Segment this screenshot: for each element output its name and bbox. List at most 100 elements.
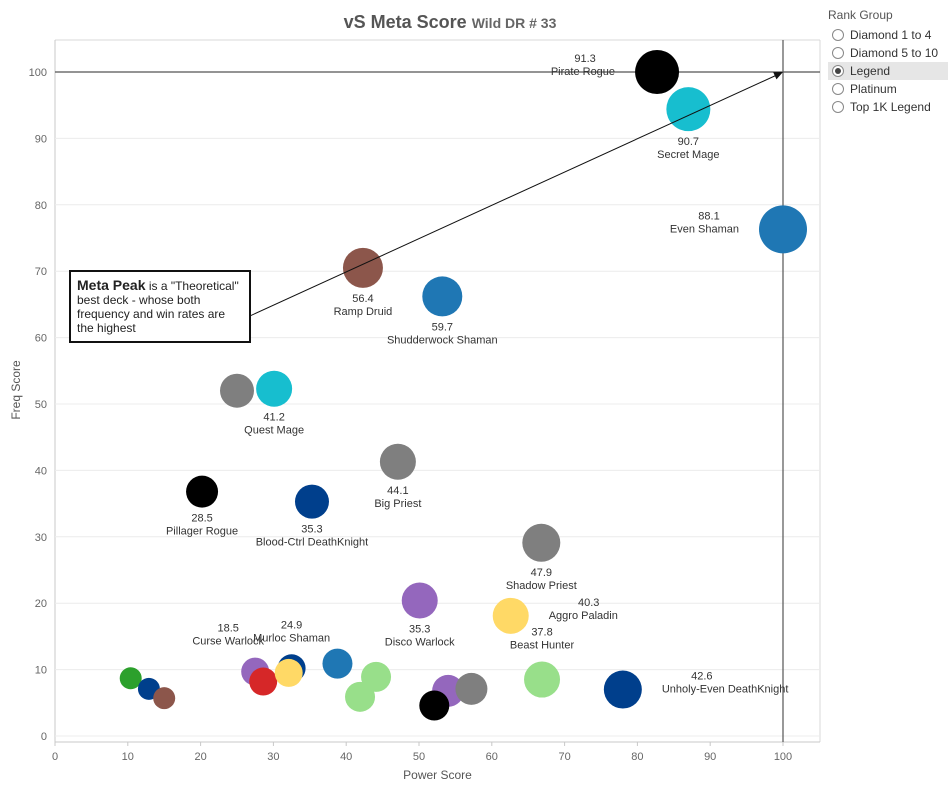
data-point[interactable] (419, 690, 450, 721)
y-axis-title: Freq Score (9, 360, 23, 420)
meta-peak-arrowhead (773, 72, 783, 80)
data-point[interactable] (401, 582, 438, 619)
point-name-label: Quest Mage (244, 425, 304, 437)
legend-title: Rank Group (828, 8, 893, 22)
data-point[interactable] (603, 670, 642, 709)
point-score-label: 88.1 (698, 210, 719, 222)
rank-option-diamond-1-4[interactable]: Diamond 1 to 4 (828, 26, 948, 44)
x-tick-label: 70 (558, 751, 570, 763)
x-tick-label: 30 (267, 751, 279, 763)
chart-title: vS Meta Score Wild DR # 33 (240, 12, 660, 33)
rank-option-top-1k-legend[interactable]: Top 1K Legend (828, 98, 948, 116)
point-score-label: 59.7 (432, 321, 453, 333)
point-score-label: 42.6 (691, 671, 712, 683)
data-point[interactable] (422, 276, 463, 317)
point-score-label: 35.3 (409, 624, 430, 636)
y-tick-label: 10 (35, 665, 47, 677)
data-point[interactable] (759, 205, 807, 254)
point-name-label: Even Shaman (670, 223, 739, 235)
chart-title-main: vS Meta Score (343, 12, 467, 32)
rank-option-platinum[interactable]: Platinum (828, 80, 948, 98)
point-name-label: Big Priest (374, 498, 421, 510)
point-score-label: 28.5 (191, 513, 212, 525)
data-point[interactable] (294, 484, 329, 519)
data-point[interactable] (153, 687, 176, 710)
point-score-label: 40.3 (578, 597, 599, 609)
point-name-label: Shadow Priest (506, 580, 577, 592)
y-tick-label: 0 (41, 731, 47, 743)
data-point[interactable] (666, 87, 711, 132)
point-name-label: Pirate Rogue (551, 66, 615, 78)
y-tick-label: 60 (35, 333, 47, 345)
x-axis-title: Power Score (403, 768, 472, 782)
radio-icon[interactable] (832, 65, 844, 77)
annotation-text: is a "Theoretical" best deck - whose bot… (77, 279, 239, 335)
radio-icon[interactable] (832, 101, 844, 113)
data-point[interactable] (342, 247, 383, 288)
x-tick-label: 20 (194, 751, 206, 763)
y-tick-label: 80 (35, 200, 47, 212)
point-score-label: 35.3 (301, 524, 322, 536)
y-tick-label: 20 (35, 598, 47, 610)
y-tick-label: 50 (35, 399, 47, 411)
data-point[interactable] (256, 370, 293, 407)
point-score-label: 37.8 (531, 627, 552, 639)
rank-option-label: Legend (850, 64, 891, 78)
point-name-label: Curse Warlock (192, 636, 264, 648)
point-name-label: Blood-Ctrl DeathKnight (256, 537, 369, 549)
rank-option-legend[interactable]: Legend (828, 62, 948, 80)
x-tick-label: 50 (413, 751, 425, 763)
x-tick-label: 10 (122, 751, 134, 763)
rank-option-diamond-5-10[interactable]: Diamond 5 to 10 (828, 44, 948, 62)
y-tick-label: 30 (35, 532, 47, 544)
data-point[interactable] (492, 597, 529, 634)
meta-peak-annotation: Meta Peak is a "Theoretical" best deck -… (69, 270, 251, 343)
data-point[interactable] (322, 648, 353, 679)
meta-peak-arrow (247, 73, 780, 318)
data-point[interactable] (220, 373, 254, 408)
x-tick-label: 60 (486, 751, 498, 763)
data-point[interactable] (524, 661, 561, 698)
radio-icon[interactable] (832, 29, 844, 41)
rank-option-label: Top 1K Legend (850, 100, 931, 114)
radio-icon[interactable] (832, 47, 844, 59)
point-name-label: Secret Mage (657, 149, 719, 161)
x-tick-label: 80 (631, 751, 643, 763)
annotation-bold: Meta Peak (77, 277, 146, 293)
point-name-label: Shudderwock Shaman (387, 334, 498, 346)
point-name-label: Pillager Rogue (166, 526, 238, 538)
point-name-label: Beast Hunter (510, 640, 575, 652)
data-point[interactable] (379, 443, 416, 480)
rank-option-label: Platinum (850, 82, 897, 96)
data-point[interactable] (455, 672, 488, 705)
point-score-label: 56.4 (352, 293, 373, 305)
point-name-label: Unholy-Even DeathKnight (662, 684, 789, 696)
point-score-label: 44.1 (387, 485, 408, 497)
point-name-label: Ramp Druid (334, 306, 393, 318)
point-name-label: Murloc Shaman (253, 632, 330, 644)
data-point[interactable] (635, 50, 680, 94)
data-point[interactable] (345, 681, 376, 712)
point-score-label: 41.2 (263, 412, 284, 424)
x-tick-label: 90 (704, 751, 716, 763)
y-tick-label: 70 (35, 266, 47, 278)
point-score-label: 91.3 (574, 53, 595, 65)
data-point[interactable] (119, 667, 142, 690)
data-point[interactable] (522, 523, 561, 562)
point-score-label: 47.9 (531, 567, 552, 579)
point-name-label: Aggro Paladin (549, 610, 618, 622)
rank-option-label: Diamond 1 to 4 (850, 28, 932, 42)
x-tick-label: 100 (774, 751, 792, 763)
x-tick-label: 0 (52, 751, 58, 763)
rank-group-filter: Rank Group Diamond 1 to 4 Diamond 5 to 1… (828, 8, 948, 116)
data-point[interactable] (361, 661, 392, 692)
data-point[interactable] (249, 667, 278, 696)
point-name-label: Disco Warlock (385, 637, 455, 649)
data-point[interactable] (274, 658, 303, 687)
data-point[interactable] (186, 475, 219, 508)
y-tick-label: 90 (35, 133, 47, 145)
point-score-label: 18.5 (217, 623, 238, 635)
chart-title-sub: Wild DR # 33 (471, 15, 557, 31)
radio-icon[interactable] (832, 83, 844, 95)
